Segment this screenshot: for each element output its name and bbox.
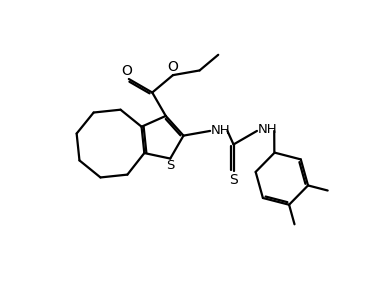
Text: NH: NH xyxy=(211,125,230,137)
Text: O: O xyxy=(168,60,178,74)
Text: O: O xyxy=(122,65,132,78)
Text: S: S xyxy=(229,173,238,187)
Text: NH: NH xyxy=(257,122,277,136)
Text: S: S xyxy=(166,159,174,172)
